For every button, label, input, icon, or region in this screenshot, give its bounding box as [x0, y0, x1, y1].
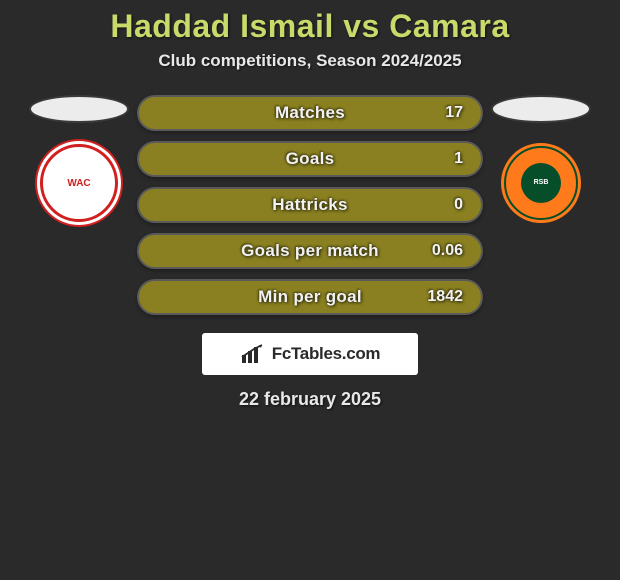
bar-chart-icon [240, 343, 268, 365]
stat-right-value: 0 [423, 196, 463, 214]
stat-row-hattricks: Hattricks 0 [137, 187, 483, 223]
main-row: WAC Matches 17 Goals 1 Hattricks 0 Goals [0, 95, 620, 315]
left-player-col: WAC [29, 95, 129, 227]
stat-right-value: 0.06 [423, 242, 463, 260]
stat-label: Goals [286, 149, 335, 169]
page-title: Haddad Ismail vs Camara [0, 8, 620, 45]
right-club-logo: RSB [497, 139, 585, 227]
right-player-avatar-placeholder [491, 95, 591, 123]
stat-right-value: 1842 [423, 288, 463, 306]
stats-column: Matches 17 Goals 1 Hattricks 0 Goals per… [137, 95, 483, 315]
comparison-card: Haddad Ismail vs Camara Club competition… [0, 0, 620, 410]
stat-row-goals: Goals 1 [137, 141, 483, 177]
stat-right-value: 1 [423, 150, 463, 168]
stat-label: Goals per match [241, 241, 379, 261]
fctables-label: FcTables.com [272, 344, 381, 364]
right-player-col: RSB [491, 95, 591, 227]
stat-label: Min per goal [258, 287, 362, 307]
stat-right-value: 17 [423, 104, 463, 122]
comparison-date: 22 february 2025 [0, 389, 620, 410]
stat-row-matches: Matches 17 [137, 95, 483, 131]
left-player-avatar-placeholder [29, 95, 129, 123]
fctables-watermark[interactable]: FcTables.com [202, 333, 418, 375]
left-club-abbr: WAC [67, 178, 90, 189]
subtitle: Club competitions, Season 2024/2025 [0, 51, 620, 71]
right-club-abbr: RSB [534, 179, 549, 187]
stat-row-min-per-goal: Min per goal 1842 [137, 279, 483, 315]
stat-label: Matches [275, 103, 345, 123]
stat-label: Hattricks [272, 195, 347, 215]
left-club-logo: WAC [35, 139, 123, 227]
stat-row-goals-per-match: Goals per match 0.06 [137, 233, 483, 269]
